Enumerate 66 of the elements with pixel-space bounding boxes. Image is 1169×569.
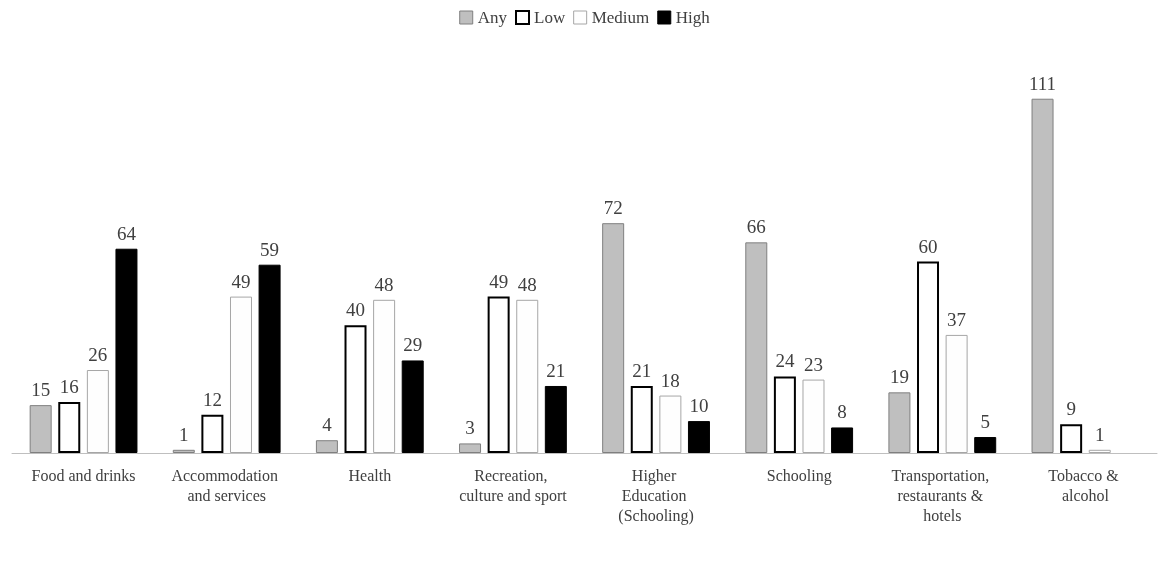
bar bbox=[917, 261, 940, 453]
data-label: 1 bbox=[1094, 423, 1105, 445]
data-label: 5 bbox=[980, 411, 990, 433]
data-label: 16 bbox=[59, 375, 79, 397]
data-label: 9 bbox=[1066, 398, 1076, 420]
data-label: 111 bbox=[1028, 72, 1057, 94]
data-label: 48 bbox=[517, 273, 537, 295]
data-label: 49 bbox=[231, 270, 251, 292]
data-label: 40 bbox=[346, 299, 366, 321]
data-label: 21 bbox=[546, 359, 566, 381]
bar bbox=[115, 248, 138, 453]
data-label: 60 bbox=[918, 235, 938, 257]
bar bbox=[831, 427, 854, 453]
bar bbox=[401, 360, 424, 453]
x-tick-label: Food and drinks bbox=[31, 466, 136, 484]
x-tick-label: Higher Education (Schooling) bbox=[618, 466, 694, 525]
bar bbox=[229, 296, 252, 453]
data-label: 18 bbox=[660, 369, 680, 391]
data-label: 48 bbox=[374, 273, 394, 295]
x-tick-label: Recreation, culture and sport bbox=[459, 466, 568, 505]
data-label: 29 bbox=[403, 334, 423, 356]
data-label: 64 bbox=[116, 222, 137, 244]
bar bbox=[773, 376, 796, 453]
data-label: 8 bbox=[837, 401, 847, 423]
data-label: 15 bbox=[31, 379, 51, 401]
legend-label: Medium bbox=[591, 8, 650, 27]
bar bbox=[58, 401, 81, 453]
data-label: 21 bbox=[632, 359, 652, 381]
bar bbox=[659, 395, 682, 453]
bar bbox=[487, 296, 510, 453]
bar bbox=[201, 414, 224, 453]
bar bbox=[86, 370, 109, 453]
data-label: 59 bbox=[260, 238, 280, 260]
data-label: 49 bbox=[489, 270, 509, 292]
x-tick-label: Schooling bbox=[766, 466, 832, 485]
x-tick-label: Health bbox=[348, 466, 392, 484]
data-label: 26 bbox=[88, 344, 108, 366]
data-label: 37 bbox=[947, 308, 967, 330]
legend-label: Low bbox=[534, 8, 566, 27]
bar bbox=[344, 325, 367, 453]
x-tick-label: Accommodation and services bbox=[171, 466, 283, 504]
data-label: 72 bbox=[603, 197, 623, 219]
bar bbox=[1060, 424, 1083, 453]
bar bbox=[516, 299, 539, 453]
legend-label: High bbox=[675, 8, 711, 27]
data-label: 1 bbox=[179, 423, 189, 445]
bar bbox=[258, 264, 281, 453]
x-tick-label: Tobacco & alcohol bbox=[1048, 466, 1123, 504]
bar bbox=[373, 299, 396, 453]
data-label: 4 bbox=[322, 414, 333, 436]
data-label: 19 bbox=[889, 366, 909, 388]
bar bbox=[687, 421, 710, 453]
data-label: 24 bbox=[775, 350, 795, 372]
data-label: 3 bbox=[465, 417, 475, 439]
bar bbox=[945, 334, 968, 453]
bar bbox=[544, 385, 567, 453]
legend-label: Any bbox=[477, 8, 508, 27]
data-label: 66 bbox=[746, 216, 766, 238]
bar bbox=[802, 379, 825, 453]
data-label: 10 bbox=[689, 395, 709, 417]
bar bbox=[1088, 449, 1111, 453]
x-tick-label: Transportation, restaurants & hotels bbox=[891, 466, 994, 524]
data-label: 12 bbox=[202, 388, 222, 410]
bar bbox=[630, 385, 653, 453]
data-label: 23 bbox=[803, 353, 823, 375]
bar bbox=[974, 437, 997, 453]
